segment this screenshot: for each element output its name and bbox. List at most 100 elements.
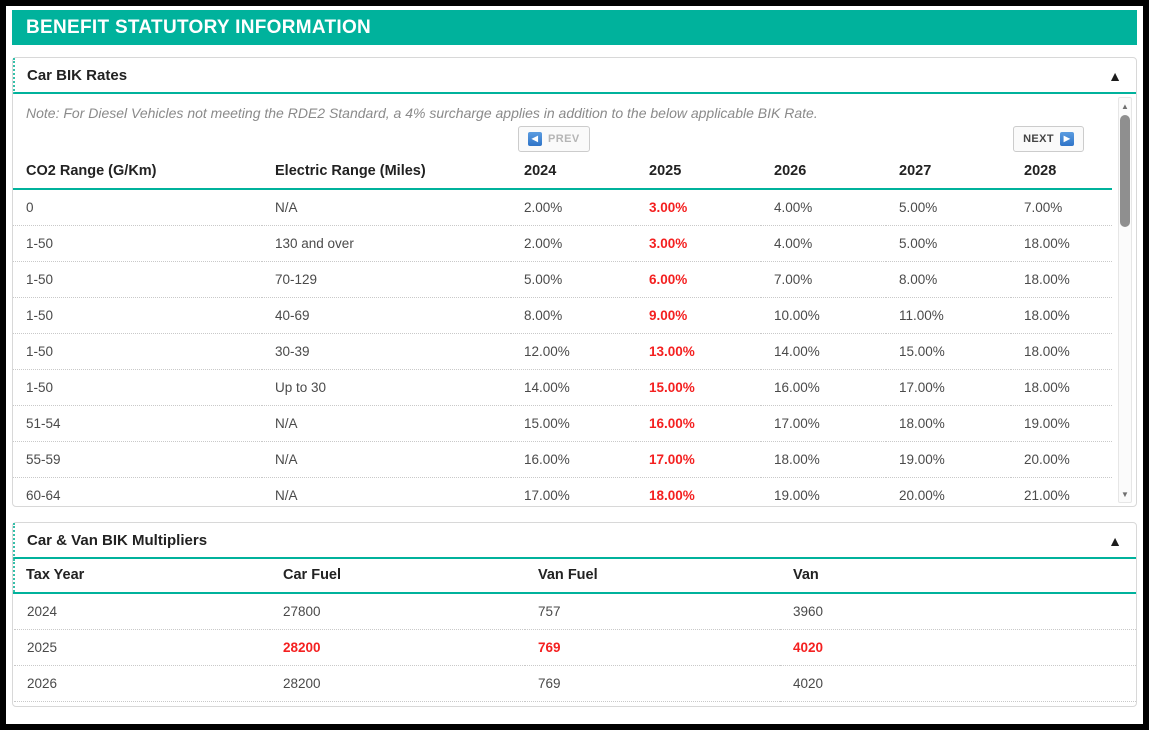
column-header: 2026: [761, 155, 886, 190]
table-cell: 28200: [270, 665, 525, 702]
table-cell: 18.00%: [761, 441, 886, 478]
table-row: 0 N/A 2.00% 3.00% 4.00% 5.00% 7.00%: [13, 189, 1112, 226]
table-cell: 2.00%: [511, 189, 636, 226]
table-row: 51-54 N/A 15.00% 16.00% 17.00% 18.00% 19.00%: [13, 405, 1112, 442]
table-cell: 7.00%: [1011, 189, 1112, 226]
car-bik-rates-table: CO2 Range (G/Km) Electric Range (Miles) 20…: [13, 155, 1112, 506]
table-cell: 19.00%: [761, 477, 886, 506]
vertical-scrollbar[interactable]: ▲ ▼: [1118, 97, 1132, 503]
table-cell: 4.00%: [761, 189, 886, 226]
table-cell: 5.00%: [886, 225, 1011, 262]
section-title: Car BIK Rates: [27, 67, 128, 84]
table-cell: 16.00%: [761, 369, 886, 406]
prev-button-label: PREV: [548, 133, 580, 145]
next-button[interactable]: NEXT ▶: [1013, 126, 1084, 152]
table-cell: 14.00%: [511, 369, 636, 406]
table-cell: 1-50: [13, 369, 262, 406]
bik-multipliers-table-head: Tax Year Car Fuel Van Fuel Van: [13, 559, 1136, 594]
table-cell: 7.00%: [761, 261, 886, 298]
table-cell: 55-59: [13, 441, 262, 478]
table-cell: 19.00%: [1011, 405, 1112, 442]
bik-multipliers-table: Tax Year Car Fuel Van Fuel Van 2024 27800 757…: [13, 559, 1136, 702]
scroll-up-arrow-icon[interactable]: ▲: [1121, 101, 1129, 111]
table-cell: 15.00%: [886, 333, 1011, 370]
car-van-bik-multipliers-header[interactable]: Car & Van BIK Multipliers ▲: [13, 523, 1136, 559]
table-cell: 15.00%: [636, 369, 761, 406]
arrow-right-icon: ▶: [1060, 132, 1074, 146]
table-cell: 769: [525, 665, 780, 702]
scroll-down-arrow-icon[interactable]: ▼: [1121, 489, 1129, 499]
column-header: Car Fuel: [270, 559, 525, 594]
table-row: 1-50 70-129 5.00% 6.00% 7.00% 8.00% 18.00%: [13, 261, 1112, 298]
collapse-arrow-up-icon[interactable]: ▲: [1108, 532, 1122, 549]
column-header: CO2 Range (G/Km): [13, 155, 262, 190]
car-bik-rates-header[interactable]: Car BIK Rates ▲: [13, 58, 1136, 94]
table-cell: 757: [525, 593, 780, 630]
table-cell: 8.00%: [511, 297, 636, 334]
table-row: 1-50 30-39 12.00% 13.00% 14.00% 15.00% 18.00%: [13, 333, 1112, 370]
table-cell: 0: [13, 189, 262, 226]
page-canvas: BENEFIT STATUTORY INFORMATION Car BIK Ra…: [6, 6, 1143, 724]
table-cell: 4.00%: [761, 225, 886, 262]
diesel-surcharge-note: Note: For Diesel Vehicles not meeting th…: [26, 105, 818, 121]
column-header: Van Fuel: [525, 559, 780, 594]
table-cell: 30-39: [262, 333, 511, 370]
table-cell: 1-50: [13, 225, 262, 262]
table-cell: N/A: [262, 441, 511, 478]
page-title: BENEFIT STATUTORY INFORMATION: [12, 10, 1137, 45]
table-cell: 40-69: [262, 297, 511, 334]
table-cell: 3960: [780, 593, 1136, 630]
table-cell: 10.00%: [761, 297, 886, 334]
bik-multipliers-table-body: 2024 27800 757 3960 2025 28200 769 4020 2026 2820…: [14, 593, 1136, 702]
table-cell: 18.00%: [636, 477, 761, 506]
table-cell: 14.00%: [761, 333, 886, 370]
table-cell: 27800: [270, 593, 525, 630]
table-row: 1-50 40-69 8.00% 9.00% 10.00% 11.00% 18.00%: [13, 297, 1112, 334]
section-title: Car & Van BIK Multipliers: [27, 532, 208, 549]
table-cell: 70-129: [262, 261, 511, 298]
table-cell: 17.00%: [511, 477, 636, 506]
table-cell: 3.00%: [636, 189, 761, 226]
table-cell: 1-50: [13, 261, 262, 298]
column-header: Tax Year: [13, 559, 270, 594]
table-cell: 2024: [14, 593, 270, 630]
car-bik-rates-panel: Car BIK Rates ▲ Note: For Diesel Vehicle…: [12, 57, 1137, 507]
table-cell: 5.00%: [511, 261, 636, 298]
table-cell: 13.00%: [636, 333, 761, 370]
table-cell: N/A: [262, 189, 511, 226]
table-cell: 20.00%: [886, 477, 1011, 506]
car-van-bik-multipliers-body: Tax Year Car Fuel Van Fuel Van 2024 27800 757…: [13, 559, 1136, 706]
table-cell: 60-64: [13, 477, 262, 506]
column-header: 2027: [886, 155, 1011, 190]
table-cell: 18.00%: [1011, 225, 1112, 262]
scrollbar-thumb[interactable]: [1120, 115, 1130, 227]
table-row: 2026 28200 769 4020: [14, 665, 1136, 702]
table-cell: 8.00%: [886, 261, 1011, 298]
table-cell: Up to 30: [262, 369, 511, 406]
table-row: 1-50 130 and over 2.00% 3.00% 4.00% 5.00% 18.0…: [13, 225, 1112, 262]
table-cell: 51-54: [13, 405, 262, 442]
car-van-bik-multipliers-panel: Car & Van BIK Multipliers ▲ Tax Year Car …: [12, 522, 1137, 707]
column-header: 2024: [511, 155, 636, 190]
table-cell: 15.00%: [511, 405, 636, 442]
prev-button[interactable]: ◀ PREV: [518, 126, 590, 152]
table-cell: 28200: [270, 629, 525, 666]
arrow-left-icon: ◀: [528, 132, 542, 146]
table-cell: 12.00%: [511, 333, 636, 370]
column-header: 2025: [636, 155, 761, 190]
table-cell: 17.00%: [761, 405, 886, 442]
car-bik-rates-table-body: 0 N/A 2.00% 3.00% 4.00% 5.00% 7.00% 1-50 130 and…: [13, 189, 1112, 506]
table-row: 1-50 Up to 30 14.00% 15.00% 16.00% 17.00% 18.0…: [13, 369, 1112, 406]
table-cell: 2.00%: [511, 225, 636, 262]
table-cell: 769: [525, 629, 780, 666]
column-header: Electric Range (Miles): [262, 155, 511, 190]
car-bik-rates-table-head: CO2 Range (G/Km) Electric Range (Miles) 20…: [13, 155, 1112, 190]
table-cell: 18.00%: [1011, 369, 1112, 406]
table-cell: 16.00%: [636, 405, 761, 442]
table-cell: 2026: [14, 665, 270, 702]
column-header: Van: [780, 559, 1136, 594]
collapse-arrow-up-icon[interactable]: ▲: [1108, 67, 1122, 84]
table-cell: 4020: [780, 665, 1136, 702]
table-cell: 130 and over: [262, 225, 511, 262]
table-row: 2025 28200 769 4020: [14, 629, 1136, 666]
